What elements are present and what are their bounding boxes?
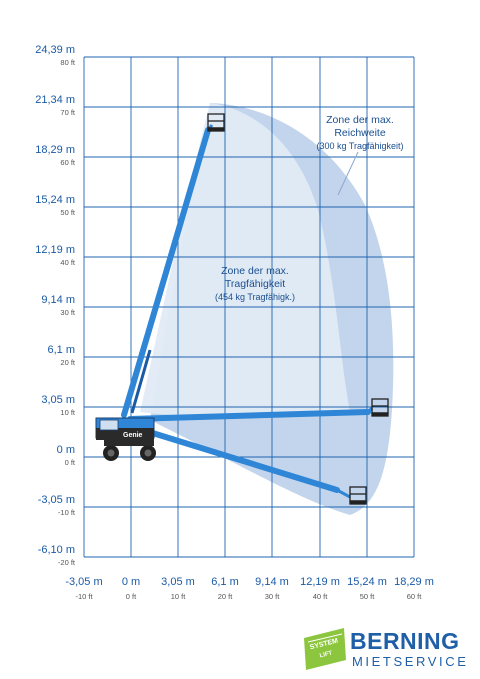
capacity-zone-label: Zone der max. Tragfähigkeit (454 kg Trag… bbox=[200, 265, 310, 304]
platform-below bbox=[349, 486, 367, 505]
y-label-m: 0 m bbox=[56, 444, 75, 456]
platform-top bbox=[207, 113, 225, 132]
boom-below-grade bbox=[127, 423, 351, 499]
badge-line2: LIFT bbox=[319, 650, 333, 659]
y-label-ft: 30 ft bbox=[60, 308, 75, 317]
x-label-ft: 10 ft bbox=[170, 592, 186, 601]
y-label-m: 9,14 m bbox=[41, 294, 75, 306]
x-label-m: 18,29 m bbox=[394, 576, 434, 588]
y-label-m: -6,10 m bbox=[37, 544, 75, 556]
y-label-ft: 70 ft bbox=[60, 108, 75, 117]
x-label-ft: 30 ft bbox=[264, 592, 280, 601]
machine-brand-label: Genie bbox=[123, 432, 143, 439]
berning-logo: SYSTEM LIFT bbox=[304, 628, 346, 670]
y-label-m: 24,39 m bbox=[35, 44, 75, 56]
x-label-ft: -10 ft bbox=[75, 592, 93, 601]
x-label-ft: 60 ft bbox=[406, 592, 422, 601]
capacity-zone-line3: (454 kg Tragfähigk.) bbox=[214, 292, 296, 302]
reach-zone-label: Zone der max. Reichweite (300 kg Tragfäh… bbox=[305, 114, 415, 153]
x-label-m: 3,05 m bbox=[161, 576, 195, 588]
capacity-zone-line2: Tragfähigkeit bbox=[224, 278, 286, 290]
platform-horizontal bbox=[371, 398, 389, 417]
reach-zone-line1: Zone der max. bbox=[326, 114, 394, 126]
y-label-ft: 40 ft bbox=[60, 258, 75, 267]
x-label-ft: 0 ft bbox=[125, 592, 137, 601]
x-label-ft: 50 ft bbox=[359, 592, 375, 601]
x-label-m: -3,05 m bbox=[65, 576, 103, 588]
x-label-m: 15,24 m bbox=[347, 576, 387, 588]
system-lift-badge bbox=[304, 628, 346, 670]
y-label-ft: -10 ft bbox=[57, 508, 75, 517]
brand-name: BERNING bbox=[350, 628, 460, 654]
capacity-zone-line1: Zone der max. bbox=[221, 265, 289, 277]
y-label-m: -3,05 m bbox=[37, 494, 75, 506]
brand-subtitle: MIETSERVICE bbox=[352, 654, 469, 669]
y-label-ft: -20 ft bbox=[57, 558, 75, 567]
x-label-m: 6,1 m bbox=[211, 576, 239, 588]
x-label-m: 0 m bbox=[121, 576, 141, 588]
y-label-m: 18,29 m bbox=[35, 144, 75, 156]
y-label-ft: 0 ft bbox=[64, 458, 75, 467]
y-label-ft: 20 ft bbox=[60, 358, 75, 367]
reach-zone-line3: (300 kg Tragfähigkeit) bbox=[316, 141, 404, 151]
y-label-ft: 10 ft bbox=[60, 408, 75, 417]
x-label-m: 12,19 m bbox=[300, 576, 340, 588]
y-label-m: 21,34 m bbox=[35, 94, 75, 106]
x-label-ft: 20 ft bbox=[217, 592, 233, 601]
machine-chassis bbox=[95, 417, 156, 461]
y-label-m: 12,19 m bbox=[35, 244, 75, 256]
y-label-m: 6,1 m bbox=[47, 344, 75, 356]
y-label-m: 15,24 m bbox=[35, 194, 75, 206]
y-label-ft: 80 ft bbox=[60, 58, 75, 67]
reach-zone-line2: Reichweite bbox=[334, 127, 386, 139]
y-label-ft: 60 ft bbox=[60, 158, 75, 167]
boom-horizontal bbox=[127, 406, 374, 422]
reach-leader-line bbox=[337, 151, 359, 196]
grid bbox=[83, 56, 415, 558]
y-label-ft: 50 ft bbox=[60, 208, 75, 217]
y-label-m: 3,05 m bbox=[41, 394, 75, 406]
x-label-ft: 40 ft bbox=[312, 592, 328, 601]
x-label-m: 9,14 m bbox=[255, 576, 289, 588]
